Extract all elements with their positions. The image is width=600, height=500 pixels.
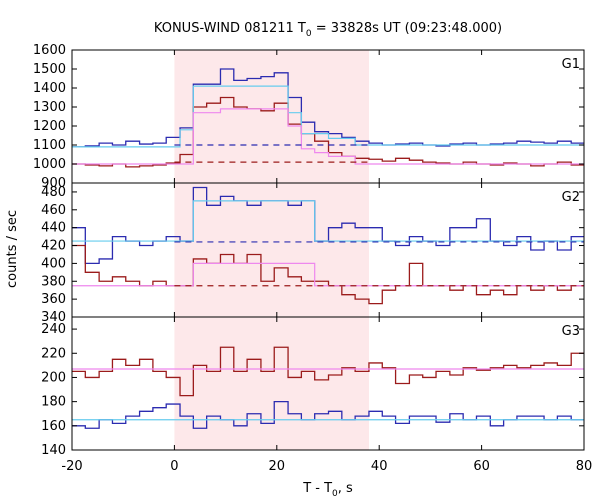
model-histogram-2 <box>72 85 584 148</box>
panel-g2: 340 360 380 400 420 440 460 480 G2 <box>41 182 585 325</box>
observed-histogram-1 <box>72 346 584 397</box>
panel-label: G1 <box>562 57 580 72</box>
y-axis-title: counts / sec <box>5 210 20 288</box>
y-tick-label: 1600 <box>33 43 66 58</box>
x-tick-label: 20 <box>269 459 286 474</box>
panel-frame <box>71 316 585 451</box>
x-tick-label: -20 <box>61 459 82 474</box>
model-histogram-2 <box>72 200 584 242</box>
x-axis-title-main: T - T <box>302 481 332 496</box>
y-tick-label: 140 <box>41 443 66 458</box>
highlight-interval <box>174 183 369 317</box>
y-tick-label: 160 <box>41 419 66 434</box>
y-tick-label: 1100 <box>33 138 66 153</box>
y-tick-label: 180 <box>41 395 66 410</box>
x-tick-label: 60 <box>473 459 490 474</box>
observed-histogram-0 <box>72 400 584 429</box>
y-tick-label: 400 <box>41 256 66 271</box>
y-tick-label: 220 <box>41 346 66 361</box>
highlight-interval <box>174 50 369 183</box>
y-tick-label: 460 <box>41 203 66 218</box>
y-tick-label: 360 <box>41 292 66 307</box>
chart-title-subscript: 0 <box>306 29 312 39</box>
x-axis-title-subscript: 0 <box>332 489 338 499</box>
observed-histogram-1 <box>72 96 584 168</box>
y-tick-label: 340 <box>41 310 66 325</box>
x-tick-label: 40 <box>371 459 388 474</box>
y-tick-label: 1500 <box>33 62 66 77</box>
y-tick-label: 900 <box>41 176 66 191</box>
y-tick-label: 1200 <box>33 119 66 134</box>
y-tick-label: 480 <box>41 185 66 200</box>
chart-title-main: KONUS-WIND 081211 T <box>154 21 306 36</box>
x-axis-title: T - T0, s <box>302 481 353 499</box>
y-tick-label: 440 <box>41 221 66 236</box>
x-tick-label: 0 <box>170 459 178 474</box>
x-ticks-layer: -20 0 20 40 60 80 <box>61 459 592 474</box>
chart-title: KONUS-WIND 081211 T0 = 33828s UT (09:23:… <box>154 21 502 39</box>
panel-label: G2 <box>562 190 580 205</box>
panel-g3: 140 160 180 200 220 240 G3 <box>41 316 585 458</box>
panel-label: G3 <box>562 324 580 339</box>
y-tick-label: 380 <box>41 274 66 289</box>
y-tick-label: 240 <box>41 322 66 337</box>
model-histogram-3 <box>72 108 584 165</box>
y-tick-label: 1400 <box>33 81 66 96</box>
panel-g1: 900 1000 1100 1200 1300 1400 1500 1600 G1 <box>33 43 585 191</box>
y-tick-label: 1000 <box>33 157 66 172</box>
y-tick-label: 1300 <box>33 100 66 115</box>
highlight-interval <box>174 317 369 450</box>
chart-title-rest: = 33828s UT (09:23:48.000) <box>312 21 502 36</box>
panels-layer: 9001000110012001300140015001600G13403603… <box>33 43 585 458</box>
x-axis-title-rest: , s <box>338 481 353 496</box>
y-tick-label: 420 <box>41 239 66 254</box>
x-tick-label: 80 <box>576 459 593 474</box>
y-tick-label: 200 <box>41 370 66 385</box>
